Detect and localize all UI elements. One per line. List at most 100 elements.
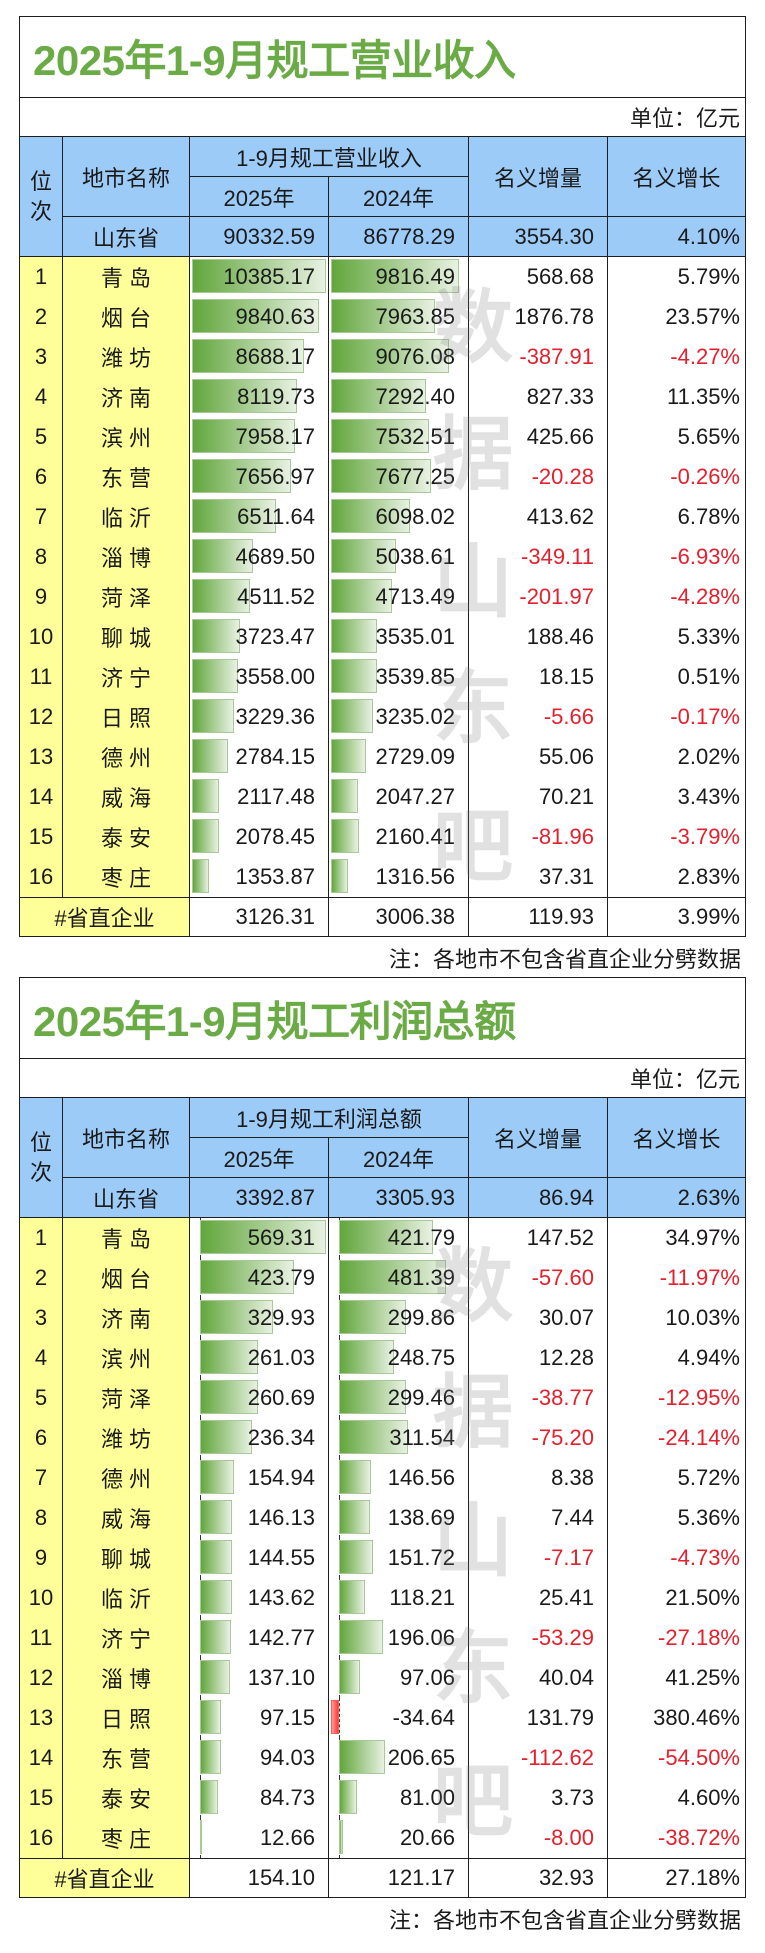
data-bar-2025 xyxy=(192,259,326,293)
city-name-cell: 烟 台 xyxy=(63,297,190,337)
value-2024-cell: 7677.25 xyxy=(329,457,469,497)
value-2025-cell: 260.69 xyxy=(190,1378,329,1418)
value-2025-cell: 329.93 xyxy=(190,1298,329,1338)
value-2025: 423.79 xyxy=(247,1265,315,1290)
value-2025: 142.77 xyxy=(247,1625,315,1650)
increase-cell: -75.20 xyxy=(469,1418,608,1458)
value-2024: 1316.56 xyxy=(375,864,455,889)
increase-cell: -8.00 xyxy=(469,1818,608,1858)
rank-cell: 11 xyxy=(20,657,63,697)
data-bar-2025 xyxy=(192,419,295,453)
growth-cell: -54.50% xyxy=(608,1738,746,1778)
growth-cell: -0.26% xyxy=(608,457,746,497)
value-2025-cell: 3229.36 xyxy=(190,697,329,737)
city-name-cell: 青 岛 xyxy=(63,257,190,297)
data-bar-2025 xyxy=(199,1780,219,1814)
direct-increase: 119.93 xyxy=(469,897,608,937)
data-bar-2025 xyxy=(192,659,238,693)
year-2024-header: 2024年 xyxy=(329,1138,469,1178)
value-2024-cell: 196.06 xyxy=(329,1618,469,1658)
value-2025-cell: 143.62 xyxy=(190,1578,329,1618)
value-2025-cell: 9840.63 xyxy=(190,297,329,337)
data-bar-2024 xyxy=(331,819,360,853)
increase-cell: 25.41 xyxy=(469,1578,608,1618)
city-name-cell: 威 海 xyxy=(63,777,190,817)
value-2025-cell: 2117.48 xyxy=(190,777,329,817)
value-2025-cell: 7656.97 xyxy=(190,457,329,497)
city-name-cell: 日 照 xyxy=(63,697,190,737)
rank-cell: 13 xyxy=(20,1698,63,1738)
value-2024: 138.69 xyxy=(387,1505,455,1530)
value-2025: 4511.52 xyxy=(237,584,315,609)
data-bar-2024 xyxy=(331,459,431,493)
value-2025-cell: 94.03 xyxy=(190,1738,329,1778)
rank-cell: 15 xyxy=(20,817,63,857)
data-bar-2025 xyxy=(192,779,220,813)
value-2024: 7292.40 xyxy=(375,384,455,409)
city-name-cell: 泰 安 xyxy=(63,817,190,857)
data-bar-2024 xyxy=(331,659,377,693)
rank-cell: 1 xyxy=(20,257,63,297)
increase-cell: 70.21 xyxy=(469,777,608,817)
rank-cell: 2 xyxy=(20,297,63,337)
growth-cell: 5.36% xyxy=(608,1498,746,1538)
value-2024: 248.75 xyxy=(387,1345,455,1370)
city-name-cell: 济 宁 xyxy=(63,657,190,697)
growth-cell: 0.51% xyxy=(608,657,746,697)
growth-cell: -4.27% xyxy=(608,337,746,377)
value-2024-cell: 6098.02 xyxy=(329,497,469,537)
growth-cell: 5.33% xyxy=(608,617,746,657)
rank-cell: 7 xyxy=(20,1458,63,1498)
growth-cell: 34.97% xyxy=(608,1218,746,1258)
data-bar-2025 xyxy=(192,819,219,853)
profit-table-block: 2025年1-9月规工利润总额 单位：亿元 位次 地市名称 1-9月规工利润总额… xyxy=(19,977,746,1939)
value-2025: 8688.17 xyxy=(235,344,315,369)
increase-cell: 1876.78 xyxy=(469,297,608,337)
rank-cell: 10 xyxy=(20,617,63,657)
direct-value-2024: 3006.38 xyxy=(329,897,469,937)
growth-header: 名义增长 xyxy=(608,1098,746,1178)
direct-increase: 32.93 xyxy=(469,1858,608,1898)
rank-cell: 9 xyxy=(20,577,63,617)
city-name-cell: 临 沂 xyxy=(63,497,190,537)
value-2025-cell: 569.31 xyxy=(190,1218,329,1258)
growth-header: 名义增长 xyxy=(608,137,746,217)
data-bar-2024 xyxy=(338,1300,406,1334)
value-2024-cell: 7292.40 xyxy=(329,377,469,417)
increase-cell: -38.77 xyxy=(469,1378,608,1418)
data-bar-2024 xyxy=(338,1820,344,1854)
value-2025-cell: 97.15 xyxy=(190,1698,329,1738)
increase-cell: 3.73 xyxy=(469,1778,608,1818)
value-2025: 94.03 xyxy=(259,1745,315,1770)
rank-cell: 8 xyxy=(20,1498,63,1538)
value-2025: 261.03 xyxy=(247,1345,315,1370)
data-bar-2025 xyxy=(199,1260,294,1294)
value-2024: 311.54 xyxy=(389,1425,455,1450)
table-title: 2025年1-9月规工利润总额 xyxy=(20,978,746,1059)
data-bar-2024 xyxy=(331,619,377,653)
growth-cell: 23.57% xyxy=(608,297,746,337)
value-2024-cell: 2729.09 xyxy=(329,737,469,777)
increase-cell: 55.06 xyxy=(469,737,608,777)
value-2025: 3723.47 xyxy=(235,624,315,649)
value-2024-cell: 97.06 xyxy=(329,1658,469,1698)
city-name-cell: 东 营 xyxy=(63,457,190,497)
data-bar-2025 xyxy=(192,739,228,773)
city-name-cell: 菏 泽 xyxy=(63,1378,190,1418)
rank-cell: 12 xyxy=(20,697,63,737)
value-2025: 10385.17 xyxy=(223,264,315,289)
data-bar-2025 xyxy=(199,1460,235,1494)
increase-cell: -57.60 xyxy=(469,1258,608,1298)
data-bar-2025 xyxy=(199,1700,222,1734)
value-2025: 7656.97 xyxy=(235,464,315,489)
value-2025-cell: 236.34 xyxy=(190,1418,329,1458)
direct-enterprise-label: #省直企业 xyxy=(20,1858,190,1898)
province-increase: 86.94 xyxy=(469,1178,608,1218)
value-2024: 9816.49 xyxy=(375,264,455,289)
value-2024: 299.86 xyxy=(387,1305,455,1330)
city-name-cell: 滨 州 xyxy=(63,1338,190,1378)
growth-cell: -38.72% xyxy=(608,1818,746,1858)
value-2024: 5038.61 xyxy=(375,544,455,569)
rank-cell: 16 xyxy=(20,1818,63,1858)
data-bar-axis xyxy=(338,1698,340,1738)
